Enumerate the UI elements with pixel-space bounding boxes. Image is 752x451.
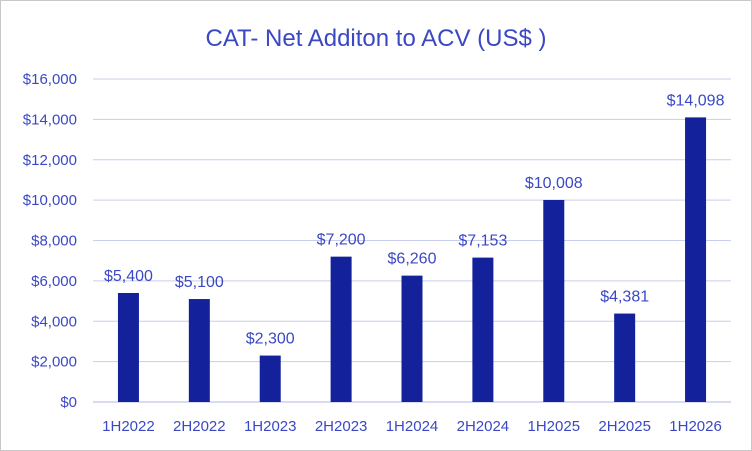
bar — [401, 275, 423, 402]
bar — [685, 117, 707, 403]
data-label: $4,381 — [600, 289, 649, 306]
x-axis-ticks: 1H2022 2H2022 1H2023 2H2023 1H2024 2H2024 1H20… — [102, 418, 722, 435]
data-label: $5,400 — [104, 268, 153, 285]
y-tick-label: $12,000 — [23, 152, 77, 169]
y-axis-ticks: $0 $2,000 $4,000 $6,000 $8,000 $10,000 $12,000… — [23, 71, 77, 411]
x-tick-label: 1H2022 — [102, 418, 155, 435]
data-label: $2,300 — [246, 331, 295, 348]
y-tick-label: $10,000 — [23, 192, 77, 209]
x-tick-label: 2H2024 — [457, 418, 510, 435]
data-label: $6,260 — [388, 251, 437, 268]
x-tick-label: 2H2023 — [315, 418, 368, 435]
bar — [188, 299, 210, 402]
y-tick-label: $6,000 — [31, 273, 77, 290]
data-label: $5,100 — [175, 274, 224, 291]
y-tick-label: $4,000 — [31, 313, 77, 330]
y-tick-label: $8,000 — [31, 233, 77, 250]
data-label: $10,008 — [525, 175, 583, 192]
x-tick-label: 1H2023 — [244, 418, 297, 435]
x-tick-label: 2H2022 — [173, 418, 226, 435]
data-label: $14,098 — [667, 92, 725, 109]
y-tick-label: $16,000 — [23, 71, 77, 88]
x-tick-label: 1H2024 — [386, 418, 439, 435]
bar — [117, 292, 139, 402]
data-label: $7,153 — [458, 233, 507, 250]
data-label: $7,200 — [317, 232, 366, 249]
bar — [543, 199, 565, 402]
data-labels: $5,400 $5,100 $2,300 $7,200 $6,260 $7,153 $10,… — [104, 92, 725, 347]
x-tick-label: 1H2025 — [528, 418, 581, 435]
y-tick-label: $2,000 — [31, 354, 77, 371]
y-tick-label: $0 — [60, 394, 77, 411]
bar — [259, 355, 281, 402]
bar — [472, 257, 494, 402]
x-tick-label: 1H2026 — [669, 418, 722, 435]
bars — [117, 117, 707, 403]
bar — [330, 256, 352, 402]
y-tick-label: $14,000 — [23, 111, 77, 128]
bar — [614, 313, 636, 402]
chart-title: CAT- Net Additon to ACV (US$ ) — [205, 25, 546, 52]
x-tick-label: 2H2025 — [598, 418, 651, 435]
